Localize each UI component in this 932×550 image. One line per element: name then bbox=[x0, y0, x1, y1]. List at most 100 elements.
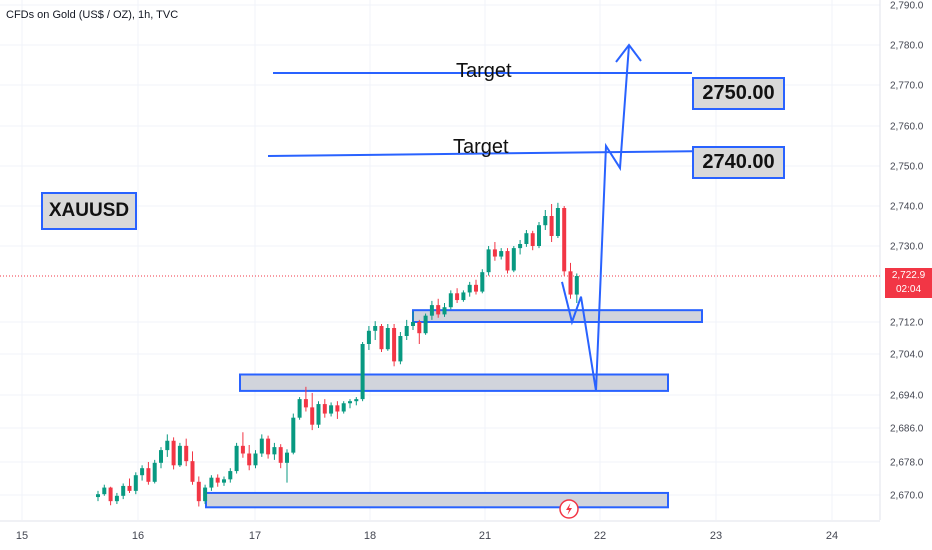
candle-body bbox=[518, 244, 523, 249]
candle-body bbox=[555, 208, 560, 236]
x-tick-label: 15 bbox=[16, 530, 28, 542]
candle-body bbox=[499, 251, 504, 257]
candle-body bbox=[348, 401, 352, 404]
candle-body bbox=[121, 485, 126, 496]
candle-body bbox=[385, 328, 390, 350]
support-zone[interactable] bbox=[239, 373, 669, 392]
candle-body bbox=[190, 461, 195, 482]
candle-body bbox=[360, 344, 365, 400]
candle-body bbox=[335, 405, 340, 412]
candle-body bbox=[222, 479, 226, 483]
candle-body bbox=[171, 440, 176, 466]
candle-body bbox=[480, 272, 485, 292]
candle-body bbox=[297, 399, 302, 418]
candle-body bbox=[398, 336, 403, 362]
candle-body bbox=[127, 485, 132, 491]
candle-body bbox=[285, 452, 289, 463]
candle-body bbox=[341, 403, 346, 412]
candle-body bbox=[310, 407, 315, 425]
y-tick-label: 2,712.0 bbox=[890, 318, 924, 329]
candle-body bbox=[455, 293, 460, 301]
candle-body bbox=[492, 249, 497, 257]
chart-title: CFDs on Gold (US$ / OZ), 1h, TVC bbox=[6, 9, 179, 21]
price-axis[interactable]: 2,790.0 2,780.0 2,770.0 2,760.0 2,750.0 2,740… bbox=[879, 0, 924, 520]
arrow-head bbox=[615, 43, 642, 63]
candle-body bbox=[209, 477, 214, 488]
candle-body bbox=[366, 330, 371, 344]
y-tick-label: 2,780.0 bbox=[890, 41, 924, 52]
candle-body bbox=[152, 462, 157, 482]
candle-body bbox=[322, 404, 327, 414]
candle-body bbox=[436, 305, 441, 315]
target-label-lower: Target bbox=[453, 136, 509, 158]
candle-body bbox=[184, 445, 189, 462]
candle-body bbox=[247, 453, 252, 466]
y-tick-label: 2,730.0 bbox=[890, 242, 924, 253]
candle-body bbox=[240, 445, 245, 454]
candle-body bbox=[272, 447, 277, 455]
target-box-upper[interactable]: 2750.00 bbox=[692, 77, 785, 110]
drawing-layer[interactable] bbox=[267, 43, 693, 392]
candle-body bbox=[511, 248, 516, 271]
candle-body bbox=[505, 251, 510, 271]
candle-body bbox=[159, 450, 163, 463]
y-tick-label: 2,750.0 bbox=[890, 162, 924, 173]
bar-countdown: 02:04 bbox=[895, 284, 922, 295]
target-label-upper: Target bbox=[456, 60, 512, 82]
y-tick-label: 2,740.0 bbox=[890, 202, 924, 213]
x-tick-label: 18 bbox=[364, 530, 376, 542]
current-price-value: 2,722.9 bbox=[891, 270, 926, 281]
symbol-label[interactable]: XAUUSD bbox=[41, 192, 137, 230]
candle-body bbox=[291, 417, 296, 453]
candle-body bbox=[278, 447, 283, 463]
candle-body bbox=[108, 487, 113, 502]
candle-body bbox=[196, 481, 201, 502]
candle-body bbox=[411, 322, 415, 326]
candle-body bbox=[461, 292, 466, 301]
candle-body bbox=[228, 471, 233, 480]
x-tick-label: 24 bbox=[826, 530, 838, 542]
candle-body bbox=[448, 293, 453, 308]
candle-body bbox=[379, 326, 384, 350]
support-zones[interactable] bbox=[205, 309, 703, 509]
target-box-lower[interactable]: 2740.00 bbox=[692, 146, 785, 179]
candle-body bbox=[303, 399, 308, 408]
candle-body bbox=[467, 284, 472, 293]
candle-body bbox=[543, 216, 548, 226]
x-tick-label: 17 bbox=[249, 530, 261, 542]
projected-path[interactable] bbox=[561, 44, 630, 392]
candle-body bbox=[404, 326, 409, 336]
candle-body bbox=[329, 405, 334, 414]
candle-body bbox=[417, 322, 422, 334]
candle-body bbox=[392, 328, 397, 362]
candle-body bbox=[114, 495, 119, 502]
candle-body bbox=[203, 487, 208, 502]
candlesticks bbox=[96, 202, 579, 507]
candle-body bbox=[429, 305, 434, 316]
candle-body bbox=[530, 233, 535, 246]
candle-body bbox=[177, 445, 182, 466]
support-zone[interactable] bbox=[412, 309, 703, 323]
candle-body bbox=[486, 249, 491, 273]
candle-body bbox=[373, 326, 378, 331]
x-tick-label: 21 bbox=[479, 530, 491, 542]
y-tick-label: 2,670.0 bbox=[890, 491, 924, 502]
candle-body bbox=[316, 404, 321, 425]
x-tick-label: 23 bbox=[710, 530, 722, 542]
candle-body bbox=[215, 477, 220, 483]
candle-body bbox=[524, 233, 529, 244]
candle-body bbox=[442, 307, 447, 315]
time-axis[interactable]: 15 16 17 18 21 22 23 24 bbox=[0, 520, 880, 542]
y-tick-label: 2,790.0 bbox=[890, 1, 924, 12]
y-tick-label: 2,686.0 bbox=[890, 424, 924, 435]
candle-body bbox=[354, 399, 359, 402]
candle-body bbox=[165, 440, 170, 451]
lightning-icon[interactable] bbox=[559, 499, 579, 519]
candle-body bbox=[146, 468, 151, 482]
y-tick-label: 2,678.0 bbox=[890, 458, 924, 469]
candle-body bbox=[266, 438, 271, 455]
support-zone[interactable] bbox=[205, 491, 669, 509]
y-tick-label: 2,704.0 bbox=[890, 350, 924, 361]
candle-body bbox=[253, 453, 258, 466]
